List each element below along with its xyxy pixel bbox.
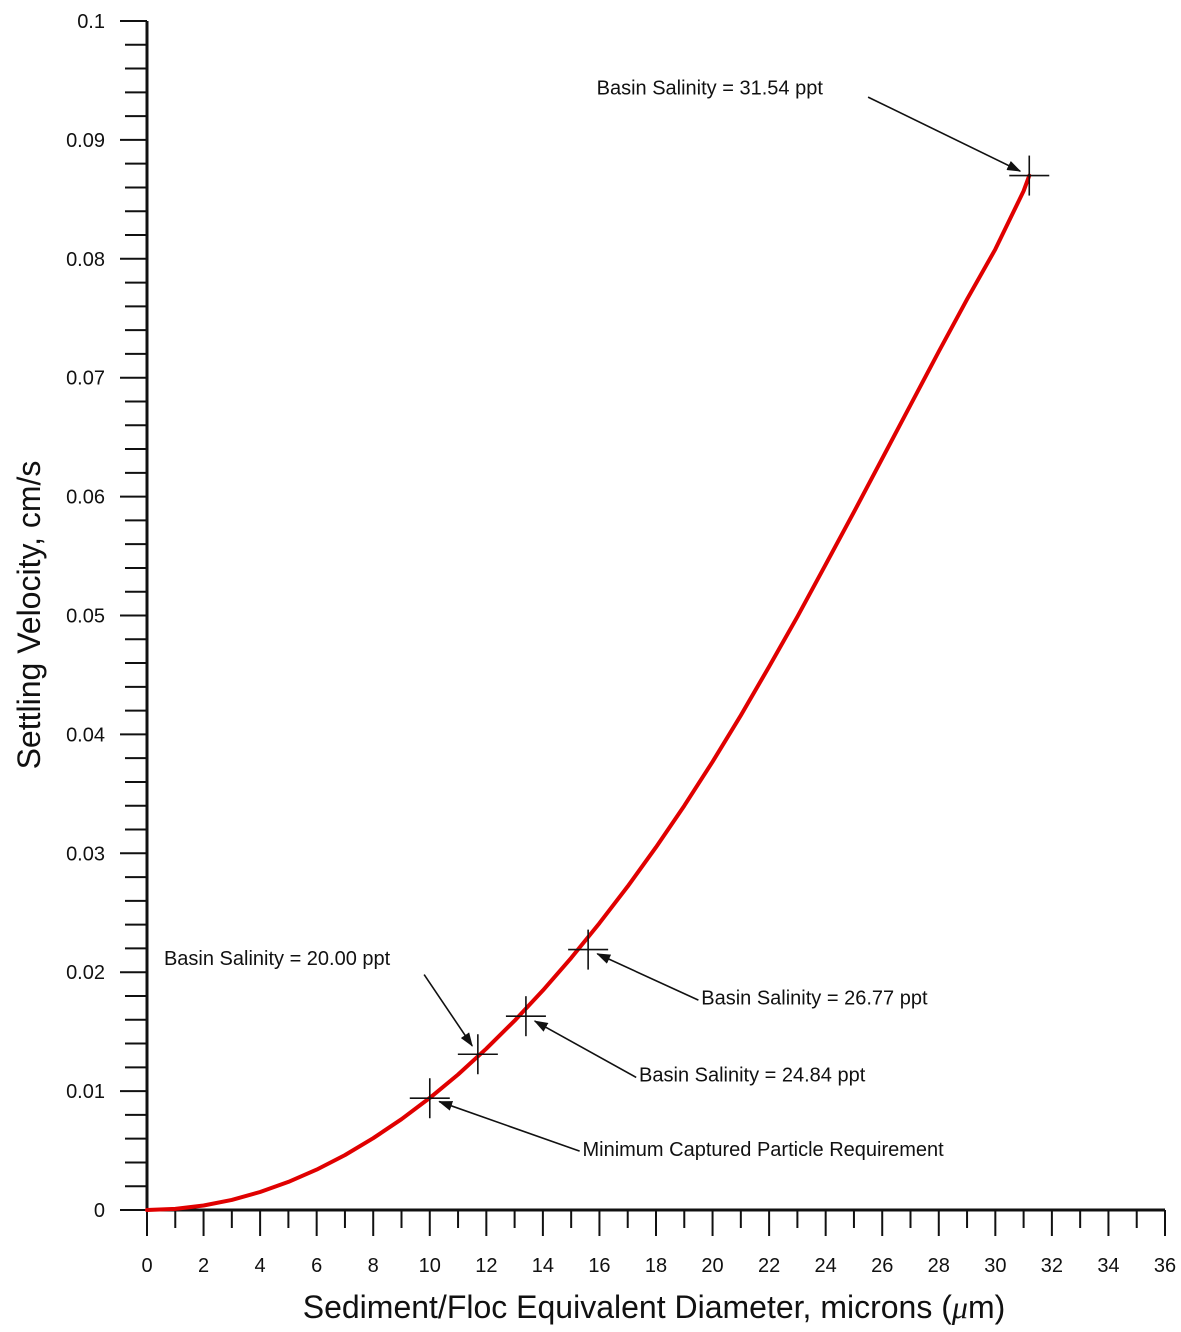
cross-marker <box>568 929 609 970</box>
y-tick-label: 0.07 <box>66 368 105 390</box>
x-tick-label: 16 <box>588 1255 610 1277</box>
curve-layer <box>145 173 1032 1212</box>
marker-layer <box>409 155 1050 1119</box>
x-axis-title: Sediment/Floc Equivalent Diameter, micro… <box>303 1289 1006 1325</box>
annotation-label: Minimum Captured Particle Requirement <box>582 1139 944 1161</box>
x-tick-label: 22 <box>758 1255 780 1277</box>
annotation-label: Basin Salinity = 26.77 ppt <box>701 987 928 1009</box>
annotation-arrow <box>438 1100 580 1152</box>
settling-velocity-curve <box>145 173 1032 1212</box>
annotation-arrow <box>596 953 699 1001</box>
x-tick-label: 18 <box>645 1255 667 1277</box>
x-axis-title-mu: μ <box>951 1289 968 1325</box>
x-tick-label: 4 <box>255 1255 266 1277</box>
y-tick-label: 0.04 <box>66 724 105 746</box>
x-tick-label: 32 <box>1041 1255 1063 1277</box>
x-tick-label: 28 <box>928 1255 950 1277</box>
annotation-arrow <box>867 96 1022 172</box>
x-tick-label: 2 <box>198 1255 209 1277</box>
x-tick-label: 26 <box>871 1255 893 1277</box>
y-tick-label: 0.08 <box>66 249 105 271</box>
annotation-label: Basin Salinity = 31.54 ppt <box>597 78 824 100</box>
x-axis-title-part: m) <box>968 1289 1005 1325</box>
y-tick-label: 0.05 <box>66 606 105 628</box>
annotation-arrow <box>533 1020 637 1079</box>
y-tick-label: 0.02 <box>66 962 105 984</box>
y-tick-label: 0.06 <box>66 487 105 509</box>
x-tick-label: 34 <box>1097 1255 1119 1277</box>
x-tick-label: 6 <box>311 1255 322 1277</box>
y-tick-label: 0.1 <box>77 11 105 33</box>
x-tick-label: 12 <box>475 1255 497 1277</box>
annotation-label: Basin Salinity = 20.00 ppt <box>164 948 391 970</box>
cross-marker <box>409 1078 450 1119</box>
cross-marker <box>505 996 546 1037</box>
x-axis-title-part: Sediment/Floc Equivalent Diameter, micro… <box>303 1289 952 1325</box>
x-tick-label: 20 <box>701 1255 723 1277</box>
x-tick-label: 0 <box>141 1255 152 1277</box>
y-tick-label: 0 <box>94 1200 105 1222</box>
y-axis-title: Settling Velocity, cm/s <box>11 461 47 770</box>
y-tick-label: 0.01 <box>66 1081 105 1103</box>
y-tick-label: 0.03 <box>66 843 105 865</box>
annotation-layer: Minimum Captured Particle Requirement Bas… <box>164 78 1022 1161</box>
x-tick-label: 10 <box>419 1255 441 1277</box>
x-tick-label: 14 <box>532 1255 554 1277</box>
annotation-arrow <box>423 974 473 1047</box>
cross-marker <box>457 1034 498 1075</box>
x-tick-label: 30 <box>984 1255 1006 1277</box>
x-tick-label: 24 <box>815 1255 837 1277</box>
annotation-label: Basin Salinity = 24.84 ppt <box>639 1065 866 1087</box>
cross-marker <box>1009 155 1050 196</box>
axes: 0 0.01 0.02 0.03 0.04 0.05 0.06 0.07 0.08 0.09 0.1… <box>66 11 1176 1277</box>
x-tick-label: 8 <box>368 1255 379 1277</box>
x-tick-label: 36 <box>1154 1255 1176 1277</box>
y-tick-label: 0.09 <box>66 130 105 152</box>
